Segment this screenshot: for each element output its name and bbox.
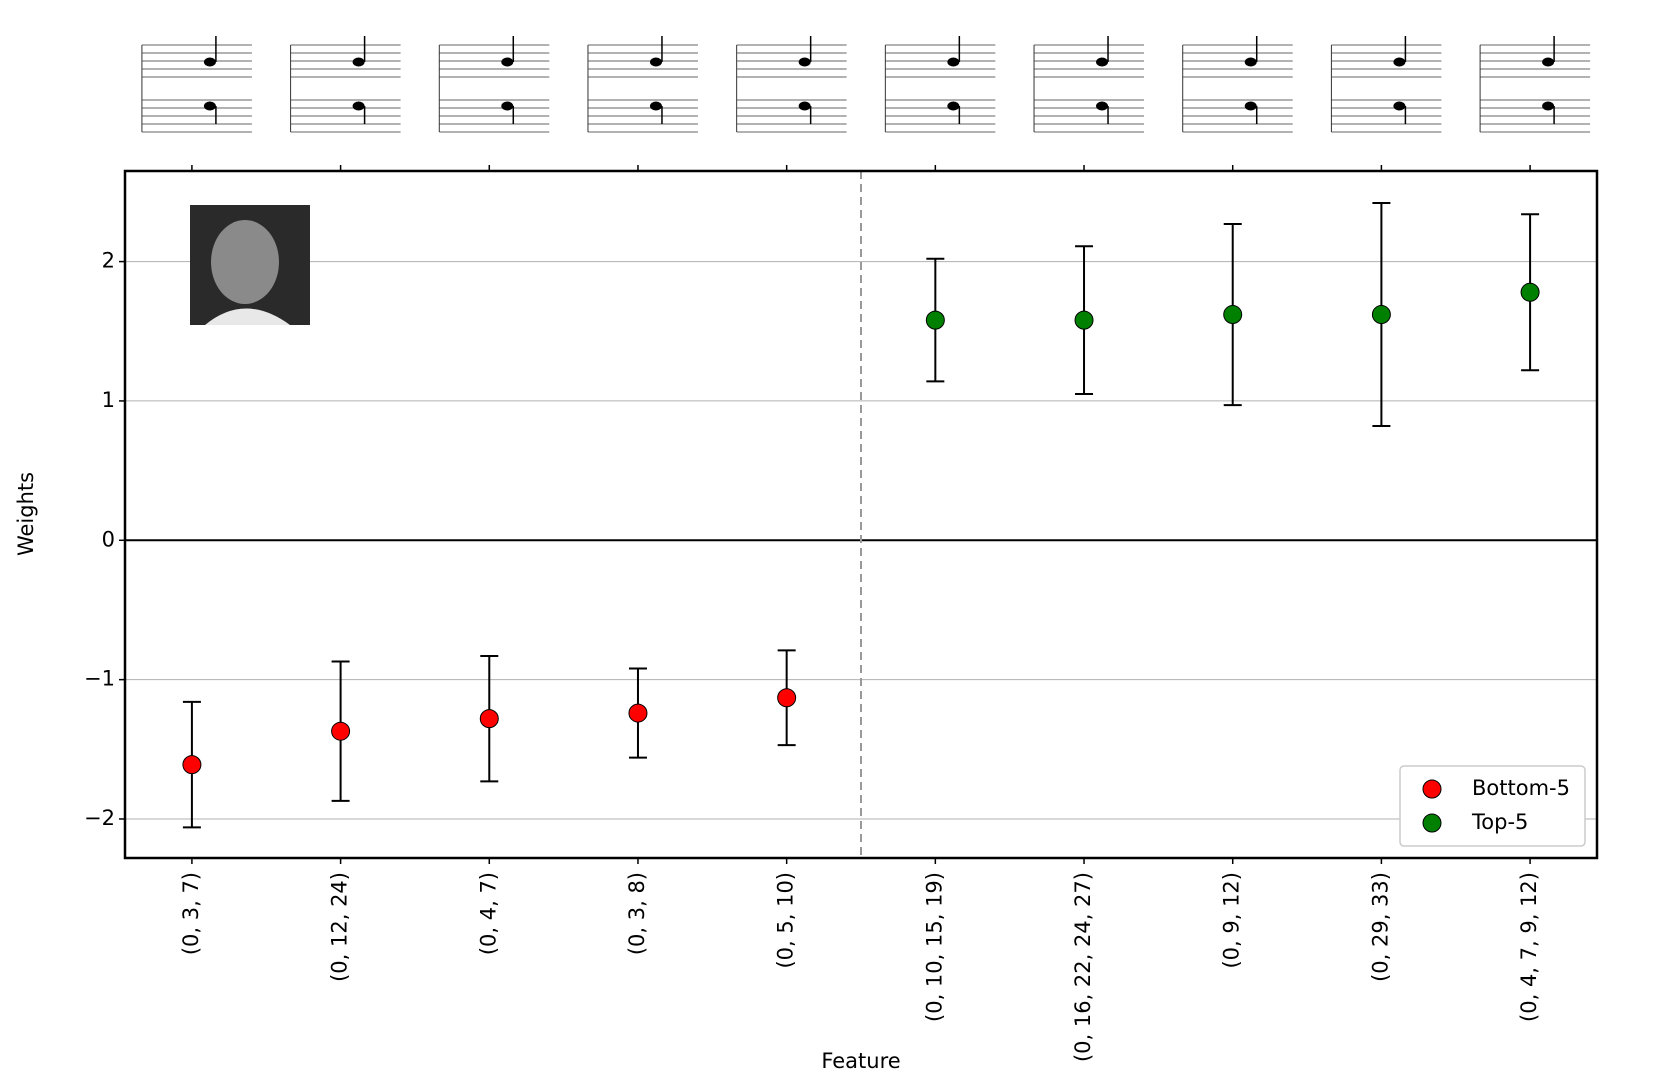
point [182, 755, 202, 775]
x-tick-label: (0, 12, 24) [328, 872, 352, 982]
point [925, 310, 945, 330]
point [479, 709, 499, 729]
note [203, 57, 216, 67]
x-tick-label: (0, 5, 10) [774, 872, 798, 969]
x-tick-label: (0, 4, 7) [476, 872, 500, 955]
staff-thumbnail [141, 36, 252, 133]
note [798, 101, 811, 111]
note [1393, 57, 1406, 67]
y-tick-label: −1 [84, 667, 115, 691]
y-tick-label: −2 [84, 806, 115, 830]
note [1244, 101, 1257, 111]
note [1542, 57, 1555, 67]
note [501, 101, 514, 111]
note [1096, 57, 1109, 67]
note [947, 57, 960, 67]
legend-marker [1422, 813, 1442, 833]
note [352, 57, 365, 67]
x-tick-label: (0, 3, 8) [625, 872, 649, 955]
x-axis-label: Feature [821, 1049, 900, 1073]
photo-shirt [205, 308, 290, 325]
staff-thumbnail [736, 36, 847, 133]
y-tick-label: 2 [102, 249, 115, 273]
x-tick-label: (0, 29, 33) [1368, 872, 1392, 982]
note [947, 101, 960, 111]
point [331, 721, 351, 741]
plot-frame [123, 169, 1599, 860]
legend-label: Top-5 [1471, 810, 1528, 834]
x-tick-label: (0, 16, 22, 24, 27) [1071, 872, 1095, 1062]
staff-thumbnail [1330, 36, 1442, 133]
staff-thumbnail [290, 36, 401, 133]
note [352, 101, 365, 111]
note [1244, 57, 1257, 67]
photo [190, 205, 310, 325]
staff-thumbnail [438, 36, 550, 133]
y-tick-label: 0 [102, 527, 115, 551]
note [1096, 101, 1109, 111]
note [1393, 101, 1406, 111]
point [1074, 310, 1094, 330]
note [649, 101, 662, 111]
note [203, 101, 216, 111]
photo-face [211, 220, 279, 304]
x-tick-label: (0, 10, 15, 19) [922, 872, 946, 1022]
x-tick-label: (0, 9, 12) [1220, 872, 1244, 969]
note [798, 57, 811, 67]
point [1223, 305, 1243, 325]
y-tick-label: 1 [102, 388, 115, 412]
x-tick-label: (0, 3, 7) [179, 872, 203, 955]
staff-thumbnail [1479, 36, 1591, 133]
point [777, 688, 797, 708]
legend-label: Bottom-5 [1472, 776, 1570, 800]
legend-box [1399, 765, 1586, 847]
note [501, 57, 514, 67]
note [649, 57, 662, 67]
y-axis-label: Weights [14, 472, 38, 556]
staff-thumbnail [587, 36, 698, 133]
staff-thumbnail [1033, 36, 1145, 133]
staff-thumbnail [884, 36, 996, 133]
x-tick-label: (0, 4, 7, 9, 12) [1517, 872, 1541, 1022]
staff-thumbnail [1182, 36, 1293, 133]
point [1371, 305, 1391, 325]
point [1520, 282, 1540, 302]
point [628, 703, 648, 723]
note [1542, 101, 1555, 111]
legend-marker [1422, 779, 1442, 799]
